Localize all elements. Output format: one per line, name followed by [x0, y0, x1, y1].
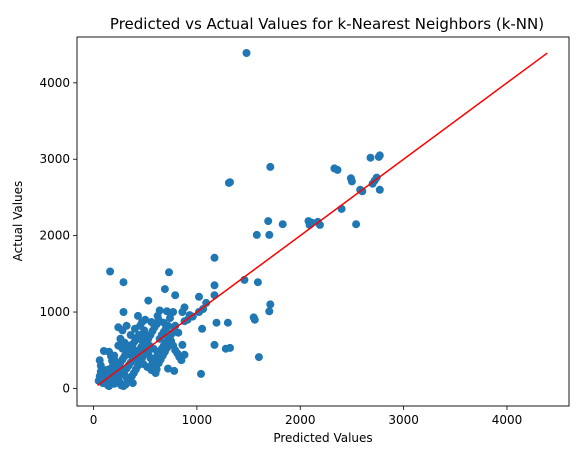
- data-point: [202, 298, 211, 307]
- data-point: [358, 187, 367, 196]
- data-point: [180, 303, 189, 312]
- data-point: [138, 318, 147, 326]
- data-point: [177, 356, 186, 365]
- data-point: [166, 314, 174, 323]
- data-point: [169, 308, 178, 316]
- x-tick-label: 1000: [182, 413, 213, 427]
- x-axis-label: Predicted Values: [273, 431, 372, 445]
- data-point: [305, 220, 314, 229]
- y-axis-label: Actual Values: [11, 181, 25, 262]
- data-point: [98, 379, 107, 388]
- data-point: [226, 343, 234, 352]
- x-tick-label: 2000: [285, 413, 316, 427]
- data-point: [210, 253, 219, 262]
- data-point: [266, 162, 275, 171]
- data-point: [210, 281, 219, 290]
- x-tick-label: 4000: [492, 413, 523, 427]
- data-point: [242, 49, 251, 57]
- data-point: [199, 305, 208, 313]
- data-point: [195, 292, 203, 301]
- data-point: [164, 364, 172, 373]
- data-point: [110, 379, 119, 388]
- data-point: [265, 230, 274, 239]
- data-point: [375, 185, 384, 194]
- data-point: [337, 204, 346, 213]
- data-point: [170, 326, 179, 335]
- data-point: [160, 285, 169, 294]
- data-point: [178, 340, 187, 349]
- data-point: [144, 296, 153, 305]
- data-point: [366, 153, 375, 162]
- data-point: [210, 291, 219, 300]
- data-point: [372, 173, 381, 182]
- data-point: [278, 220, 287, 229]
- data-point: [198, 324, 207, 333]
- data-point: [223, 318, 232, 327]
- data-point: [333, 165, 342, 174]
- data-point: [119, 278, 128, 287]
- data-point: [226, 178, 234, 187]
- y-tick-label: 4000: [39, 76, 70, 90]
- y-tick-label: 1000: [39, 305, 70, 319]
- data-point: [210, 340, 219, 349]
- data-point: [170, 366, 179, 375]
- data-point: [352, 220, 361, 229]
- reference-line-layer: [97, 52, 548, 386]
- y-tick-label: 2000: [39, 229, 70, 243]
- data-point: [164, 321, 172, 330]
- data-point: [212, 318, 221, 327]
- data-point: [165, 268, 173, 277]
- data-point: [197, 369, 205, 378]
- data-point: [254, 353, 263, 362]
- data-point: [171, 291, 180, 300]
- x-axis-ticks: 0 1000 2000 3000 4000: [90, 406, 523, 427]
- data-point: [152, 365, 161, 374]
- y-axis-ticks: 0 1000 2000 3000 4000: [39, 76, 77, 395]
- x-tick-label: 3000: [388, 413, 419, 427]
- data-point: [264, 217, 273, 226]
- data-point: [106, 267, 115, 276]
- plot-frame: [76, 36, 570, 407]
- data-point: [126, 331, 135, 339]
- data-point: [253, 278, 262, 287]
- reference-line: [97, 52, 548, 386]
- data-point: [141, 337, 150, 346]
- y-tick-label: 3000: [39, 152, 70, 166]
- data-point: [119, 308, 128, 316]
- data-point: [154, 315, 163, 324]
- data-point: [375, 151, 384, 160]
- data-point: [96, 367, 105, 376]
- x-tick-label: 0: [90, 413, 98, 427]
- chart-title: Predicted vs Actual Values for k-Nearest…: [110, 15, 544, 33]
- data-point: [250, 315, 259, 324]
- data-point: [252, 230, 261, 239]
- data-point: [162, 307, 171, 316]
- data-point: [134, 311, 142, 320]
- data-point: [122, 321, 131, 330]
- data-point: [266, 300, 275, 309]
- data-point: [135, 331, 143, 339]
- y-tick-label: 0: [62, 381, 70, 395]
- data-point: [315, 220, 324, 229]
- data-point: [265, 307, 274, 316]
- data-point: [347, 177, 356, 186]
- data-points: [94, 49, 384, 391]
